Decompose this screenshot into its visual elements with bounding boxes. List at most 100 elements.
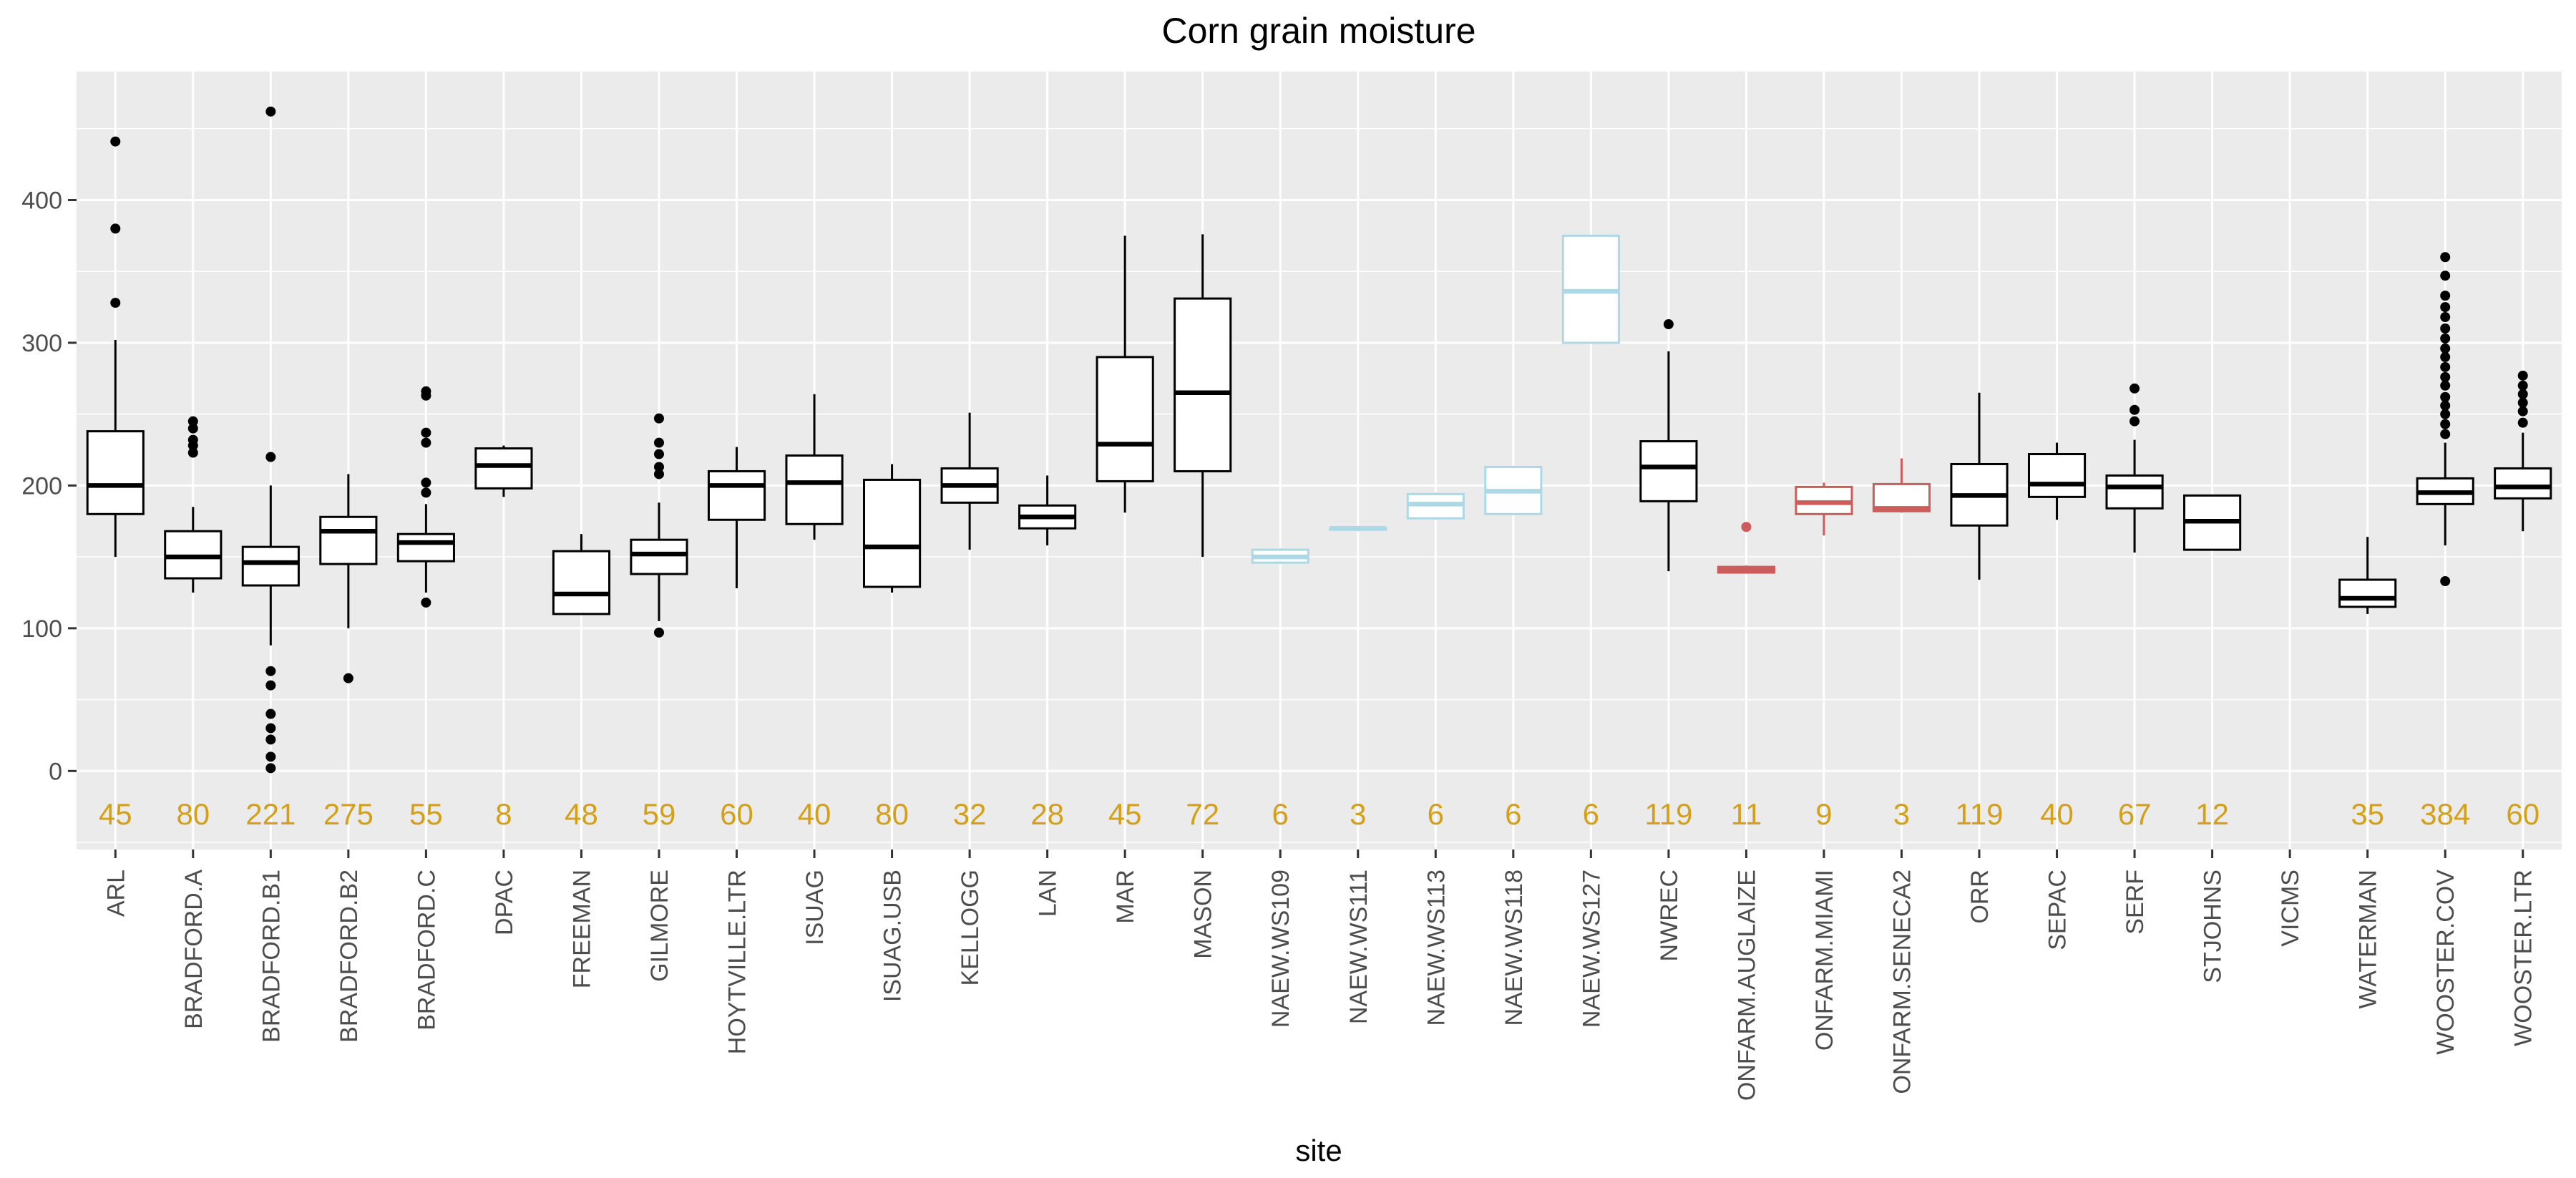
x-tick-label: NAEW.WS111 <box>1345 870 1372 1024</box>
outlier-point <box>421 597 431 608</box>
x-tick-label: NAEW.WS118 <box>1501 870 1528 1026</box>
outlier-point <box>110 136 121 147</box>
count-label: 59 <box>643 797 676 831</box>
count-label: 8 <box>495 797 512 831</box>
outlier-point <box>265 734 276 745</box>
box-onfarm-miami <box>1795 482 1853 536</box>
outlier-point <box>187 423 198 434</box>
count-label: 12 <box>2195 797 2229 831</box>
box-arl <box>86 136 145 558</box>
outlier-point <box>2440 252 2451 263</box>
outlier-point <box>2517 406 2528 417</box>
outlier-point <box>2440 271 2451 281</box>
box-bradford-b1 <box>241 106 300 774</box>
count-label: 119 <box>1956 797 2004 831</box>
count-label: 80 <box>875 797 909 831</box>
count-label: 6 <box>1428 797 1444 831</box>
outlier-point <box>265 709 276 719</box>
box-naew-ws118 <box>1484 465 1543 515</box>
outlier-point <box>421 437 431 448</box>
y-tick-label: 200 <box>21 472 62 500</box>
box-naew-ws111 <box>1329 525 1387 532</box>
outlier-point <box>343 673 353 683</box>
outlier-point <box>2440 302 2451 313</box>
box-iqr <box>1639 440 1698 502</box>
box-iqr <box>863 478 922 588</box>
outlier-point <box>110 298 121 308</box>
box-iqr <box>785 454 844 525</box>
x-tick-label: BRADFORD.B1 <box>258 870 285 1043</box>
box-iqr <box>2027 453 2087 498</box>
outlier-point <box>2440 409 2451 419</box>
x-tick-label: NAEW.WS127 <box>1578 870 1605 1028</box>
box-wooster-cov <box>2416 252 2474 587</box>
outlier-point <box>653 449 664 459</box>
x-tick-label: FREEMAN <box>568 870 595 988</box>
outlier-point <box>2129 416 2140 427</box>
count-label: 60 <box>2506 797 2540 831</box>
count-label: 80 <box>176 797 210 831</box>
outlier-point <box>653 437 664 448</box>
x-tick-label: MASON <box>1190 870 1217 959</box>
box-orr <box>1950 392 2009 580</box>
outlier-point <box>2517 397 2528 408</box>
box-bradford-b2 <box>319 474 378 683</box>
outlier-point <box>110 223 121 234</box>
y-tick-label: 0 <box>49 758 62 785</box>
outlier-point <box>187 447 198 458</box>
x-tick-label: BRADFORD.C <box>413 870 440 1031</box>
box-gilmore <box>630 413 688 638</box>
count-label: 384 <box>2420 797 2470 831</box>
outlier-point <box>2517 380 2528 391</box>
box-naew-ws113 <box>1406 492 1465 520</box>
x-tick-label: WOOSTER.LTR <box>2510 870 2537 1046</box>
outlier-point <box>653 627 664 638</box>
x-tick-label: KELLOGG <box>957 870 984 986</box>
count-label: 9 <box>1815 797 1832 831</box>
outlier-point <box>265 106 276 117</box>
count-label: 11 <box>1731 797 1762 831</box>
count-label: 6 <box>1272 797 1289 831</box>
box-naew-ws127 <box>1561 234 1620 344</box>
y-tick-label: 100 <box>21 615 62 643</box>
count-label: 221 <box>245 797 296 831</box>
box-bradford-c <box>396 386 455 608</box>
plot-panel <box>77 72 2562 850</box>
box-iqr <box>2494 467 2552 500</box>
box-isuag <box>785 394 844 540</box>
x-tick-label: ONFARM.MIAMI <box>1811 870 1838 1051</box>
x-tick-label: ISUAG <box>801 870 829 945</box>
outlier-point <box>2440 419 2451 429</box>
outlier-point <box>2129 404 2140 415</box>
box-hoytville-ltr <box>707 447 766 589</box>
outlier-point <box>421 386 431 396</box>
count-label: 40 <box>2040 797 2074 831</box>
box-iqr <box>396 532 455 563</box>
box-iqr <box>2338 578 2397 608</box>
count-label: 28 <box>1030 797 1064 831</box>
outlier-point <box>2440 380 2451 391</box>
box-iqr <box>552 550 611 615</box>
x-tick-label: SEPAC <box>2044 870 2072 950</box>
box-iqr <box>707 469 766 521</box>
outlier-point <box>265 452 276 462</box>
x-axis-title: site <box>1295 1134 1342 1167</box>
outlier-point <box>2440 312 2451 323</box>
x-tick-label: MAR <box>1112 870 1139 924</box>
outlier-point <box>265 723 276 734</box>
box-iqr <box>1174 297 1232 472</box>
count-label: 72 <box>1186 797 1219 831</box>
count-label: 275 <box>323 797 374 831</box>
outlier-point <box>2517 370 2528 381</box>
outlier-point <box>2517 389 2528 399</box>
count-label: 55 <box>409 797 443 831</box>
x-tick-label: DPAC <box>491 870 518 935</box>
box-iqr <box>630 538 688 575</box>
outlier-point <box>653 469 664 480</box>
x-tick-label: ORR <box>1966 870 1994 924</box>
box-isuag-usb <box>863 464 922 593</box>
outlier-point <box>265 763 276 774</box>
outlier-point <box>2440 343 2451 354</box>
x-tick-label: ISUAG.USB <box>879 870 907 1002</box>
